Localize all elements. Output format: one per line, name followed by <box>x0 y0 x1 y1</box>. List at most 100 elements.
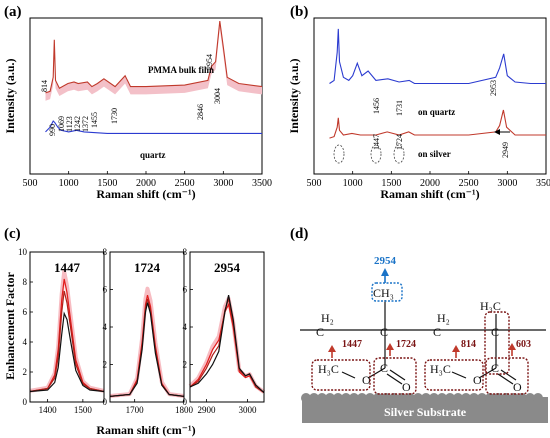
subpanel-1724: 1724 0 2 4 6 8 1700 1800 <box>103 247 194 415</box>
substrate-particle <box>365 393 375 403</box>
peak-label: 1069 <box>57 116 66 132</box>
x-tick-label: 2900 <box>197 405 216 415</box>
x-tick-label: 1700 <box>126 405 145 415</box>
series-line <box>329 28 546 85</box>
freq-1724: 1724 <box>396 339 416 350</box>
o-label: O <box>362 373 371 387</box>
substrate-particle <box>357 393 367 403</box>
x-tick-label: 3000 <box>239 405 258 415</box>
substrate-particle <box>349 393 359 403</box>
subpanel-2954: 2954 0 2 4 6 8 2900 3000 <box>183 247 266 415</box>
series-envelope <box>29 269 105 393</box>
subpanel-title: 1447 <box>54 260 81 275</box>
series-line <box>109 298 185 397</box>
panel-b-label: (b) <box>290 4 308 20</box>
panel-b: (b) 500 1000 1500 2000 2500 3000 3500 Intensit… <box>287 4 550 201</box>
ccc-highlight <box>484 311 510 375</box>
pmma-series-label: PMMA bulk film <box>148 65 215 75</box>
peak-label: 1372 <box>81 116 90 132</box>
substrate-label: Silver Substrate <box>384 405 467 419</box>
c-label: C <box>433 325 441 339</box>
substrate-surface <box>301 393 543 403</box>
series-line <box>189 294 265 394</box>
x-tick-label: 1000 <box>343 178 363 189</box>
y-tick-label: 0 <box>103 397 108 407</box>
o-label: O <box>402 380 411 394</box>
y-tick-label: 0 <box>23 397 28 407</box>
y-tick-label: 4 <box>183 322 188 332</box>
freq-814: 814 <box>461 339 476 350</box>
x-tick-label: 2500 <box>175 178 195 189</box>
substrate-particle <box>469 393 479 403</box>
substrate-particle <box>317 393 327 403</box>
y-tick-label: 6 <box>103 285 108 295</box>
cocmode-highlight <box>424 359 484 391</box>
x-tick-label: 3000 <box>497 178 517 189</box>
series-line <box>109 302 185 397</box>
ch2-label: H₂ <box>321 311 334 325</box>
panel-b-xlabel: Raman shift (cm⁻¹) <box>380 187 479 201</box>
substrate-particle <box>341 393 351 403</box>
x-tick-label: 2500 <box>459 178 479 189</box>
och3-highlight <box>311 359 371 391</box>
subpanel-title: 1724 <box>134 260 161 275</box>
panel-a: (a) 500 1000 1500 2000 2500 3000 3500 Intensit… <box>3 4 272 201</box>
substrate-particle <box>453 393 463 403</box>
y-tick-label: 6 <box>183 285 188 295</box>
y-tick-label: 2 <box>183 360 188 370</box>
x-tick-label: 3000 <box>213 178 233 189</box>
x-tick-label: 3500 <box>252 178 272 189</box>
substrate-particle <box>477 393 487 403</box>
peak-label: 1730 <box>110 108 119 124</box>
series-envelope <box>188 296 266 394</box>
substrate-particle <box>501 393 511 403</box>
ch2-label: H₂ <box>437 311 450 325</box>
pmma-shade <box>45 21 262 101</box>
panel-b-ylabel: Intensity (a.u.) <box>287 58 301 133</box>
substrate-particle <box>525 393 535 403</box>
substrate-particle <box>493 393 503 403</box>
substrate-particle <box>517 393 527 403</box>
substrate-particle <box>429 393 439 403</box>
subpanel-title: 2954 <box>214 260 241 275</box>
substrate-particle <box>437 393 447 403</box>
panel-c-xlabel: Raman shift (cm⁻¹) <box>96 423 195 437</box>
co-highlight <box>485 357 529 395</box>
subpanel-frame <box>29 251 105 403</box>
series-line <box>29 290 105 393</box>
peak-label: 1242 <box>73 116 82 132</box>
substrate-particle <box>485 393 495 403</box>
series-line <box>109 294 185 397</box>
x-tick-label: 1000 <box>59 178 79 189</box>
c-label: C <box>491 325 499 339</box>
panel-a-xlabel: Raman shift (cm⁻¹) <box>96 187 195 201</box>
bond <box>386 373 403 385</box>
substrate-particle <box>405 393 415 403</box>
ch3-highlight <box>371 282 403 302</box>
peak-label: 814 <box>40 80 49 92</box>
c-label: C <box>316 325 324 339</box>
peak-label: 2846 <box>196 104 205 120</box>
h3c-top-label: H₃C <box>480 299 501 313</box>
panel-b-series <box>329 28 546 139</box>
peak-label: 1724 <box>395 134 404 150</box>
substrate-particle <box>461 393 471 403</box>
bond <box>367 367 386 379</box>
y-tick-label: 0 <box>183 397 188 407</box>
panel-a-x-ticks: 500 1000 1500 2000 2500 3000 3500 <box>23 171 272 189</box>
peak-label: 1447 <box>372 134 381 150</box>
substrate-particle <box>373 393 383 403</box>
x-tick-label: 1500 <box>97 178 117 189</box>
substrate-particle <box>333 393 343 403</box>
arrow-head <box>508 343 516 350</box>
ch3-label: CH₃ <box>373 286 394 300</box>
c-label: C <box>380 325 388 339</box>
y-tick-label: 8 <box>183 247 188 257</box>
peak-label: 2949 <box>501 142 510 158</box>
x-tick-label: 1500 <box>381 178 401 189</box>
quartz-series-label: quartz <box>140 150 166 160</box>
substrate-particle <box>389 393 399 403</box>
y-tick-label: 4 <box>23 337 28 347</box>
substrate-particle <box>421 393 431 403</box>
panel-b-x-ticks: 500 1000 1500 2000 2500 3000 3500 <box>307 171 550 189</box>
